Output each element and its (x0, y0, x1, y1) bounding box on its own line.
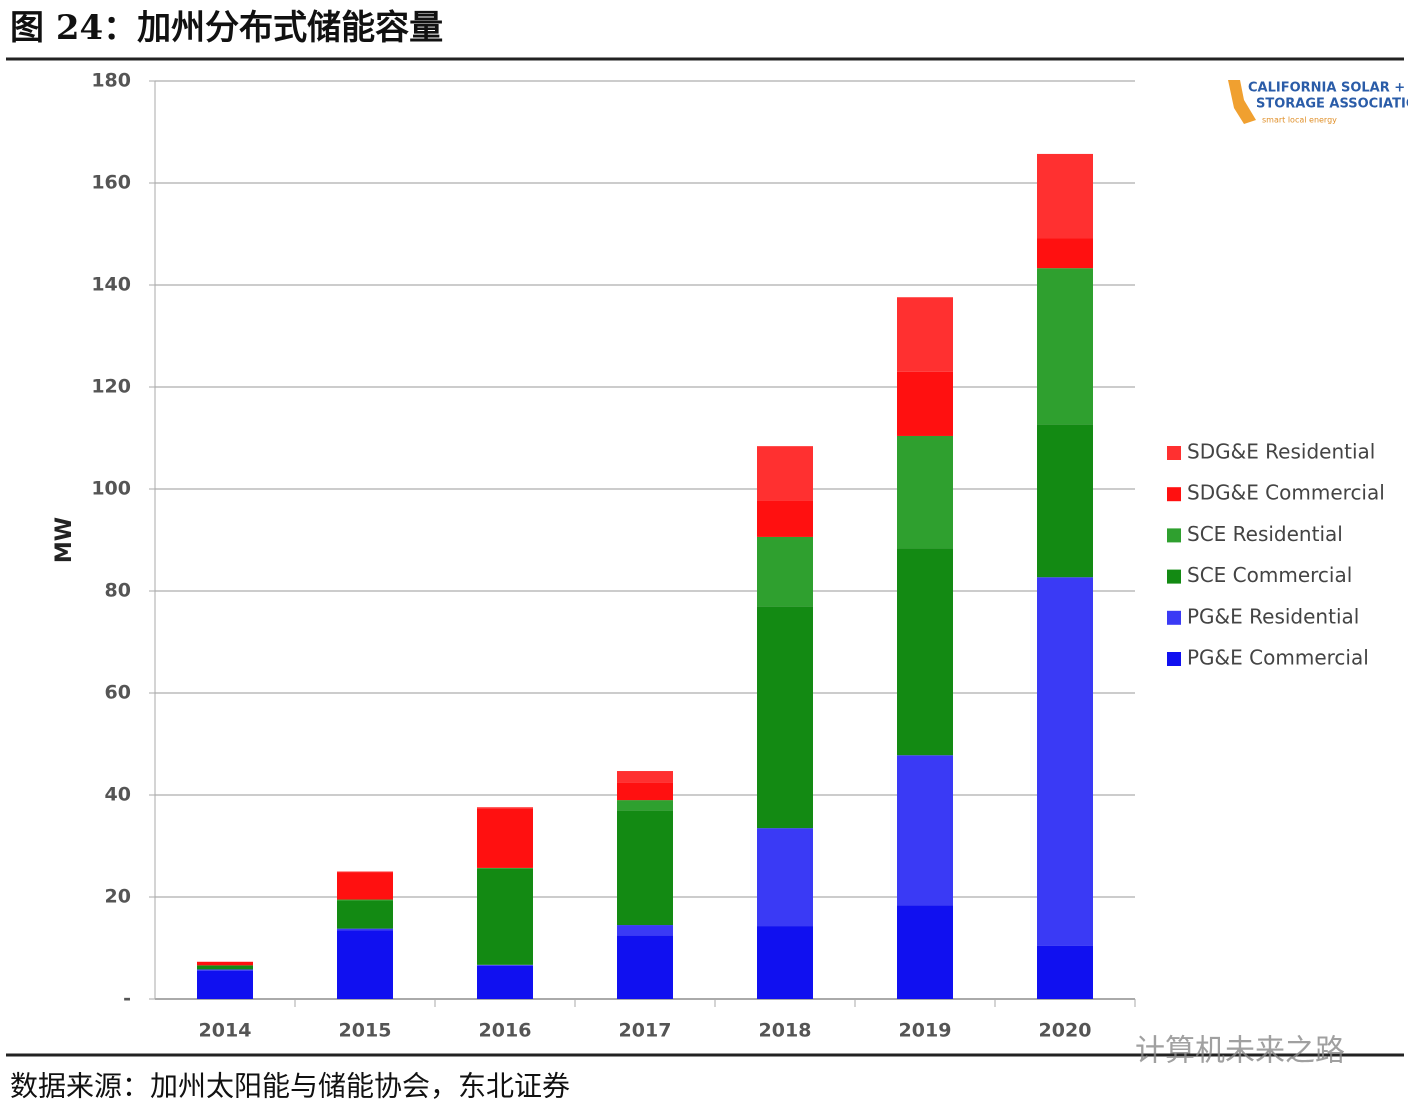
legend-label: SCE Residential (1187, 522, 1343, 546)
bar-segment (197, 961, 253, 966)
bar-segment (337, 871, 393, 873)
bar-segment (1037, 153, 1093, 239)
y-tick-label: 20 (105, 886, 131, 908)
y-tick-label: 120 (91, 376, 131, 398)
bar-segment (1037, 238, 1093, 269)
bar-segment (197, 970, 253, 999)
y-tick-label: 160 (91, 172, 131, 194)
x-tick-label: 2014 (199, 1020, 252, 1042)
bar-segment (477, 808, 533, 868)
bar-segment (617, 771, 673, 783)
bar-segment (617, 810, 673, 926)
bar-segment (477, 868, 533, 965)
bar-segment (617, 925, 673, 936)
legend-swatch (1167, 528, 1181, 543)
y-tick-label: 140 (91, 274, 131, 296)
legend-swatch (1167, 569, 1181, 584)
bar-segment (897, 371, 953, 436)
x-tick-label: 2019 (899, 1020, 952, 1042)
bar-segment (197, 969, 253, 971)
bar-segment (757, 500, 813, 537)
legend-label: PG&E Commercial (1187, 646, 1369, 670)
logo-line: CALIFORNIA SOLAR + (1248, 81, 1405, 96)
bar-segment (757, 606, 813, 829)
legend-swatch (1167, 652, 1181, 666)
y-tick-label: 40 (105, 784, 131, 806)
bar-segment (757, 926, 813, 999)
legend-label: SDG&E Commercial (1187, 481, 1385, 505)
bar-segment (1037, 577, 1093, 946)
y-tick-label: 60 (105, 682, 131, 704)
bar-segment (897, 755, 953, 906)
bar-segment (897, 435, 953, 549)
logo-line: STORAGE ASSOCIATION (1256, 97, 1408, 112)
legend-label: SDG&E Residential (1187, 440, 1375, 464)
y-tick-label: 180 (91, 70, 131, 92)
bar-segment (337, 928, 393, 931)
legend-swatch (1167, 487, 1181, 502)
bar-segment (1037, 945, 1093, 999)
y-tick-label: 80 (105, 580, 131, 602)
bar-segment (897, 905, 953, 999)
bar-segment (757, 446, 813, 501)
watermark: 计算机未来之路 (1135, 1034, 1345, 1069)
x-tick-label: 2018 (759, 1020, 812, 1042)
bar-segment (477, 867, 533, 869)
bar-segment (337, 899, 393, 901)
bar-segment (477, 807, 533, 809)
y-tick-label: 100 (91, 478, 131, 500)
bar-segment (757, 828, 813, 927)
logo-icon (1228, 80, 1256, 124)
source: 数据来源：加州太阳能与储能协会，东北证券 (10, 1070, 570, 1103)
bar-segment (197, 965, 253, 970)
bar-segment (897, 548, 953, 756)
x-tick-label: 2020 (1039, 1020, 1092, 1042)
bar-segment (1037, 268, 1093, 425)
bar-segment (477, 964, 533, 966)
legend-swatch (1167, 446, 1181, 460)
y-tick-label: - (123, 988, 131, 1010)
bar-segment (337, 900, 393, 929)
bar-segment (1037, 424, 1093, 578)
y-axis-label: MW (52, 517, 77, 563)
bar-segment (337, 930, 393, 999)
bar-segment (617, 800, 673, 811)
legend-label: SCE Commercial (1187, 563, 1352, 587)
x-tick-label: 2015 (339, 1020, 392, 1042)
legend-swatch (1167, 610, 1181, 625)
bar-segment (477, 965, 533, 999)
bar-segment (617, 935, 673, 999)
x-tick-label: 2017 (619, 1020, 672, 1042)
bar-segment (897, 297, 953, 372)
chart-title: 图 24：加州分布式储能容量 (10, 8, 443, 48)
logo-tagline: smart local energy (1262, 116, 1337, 125)
legend-label: PG&E Residential (1187, 604, 1359, 628)
bar-segment (757, 536, 813, 607)
bar-segment (337, 872, 393, 900)
x-tick-label: 2016 (479, 1020, 532, 1042)
bar-segment (617, 782, 673, 801)
